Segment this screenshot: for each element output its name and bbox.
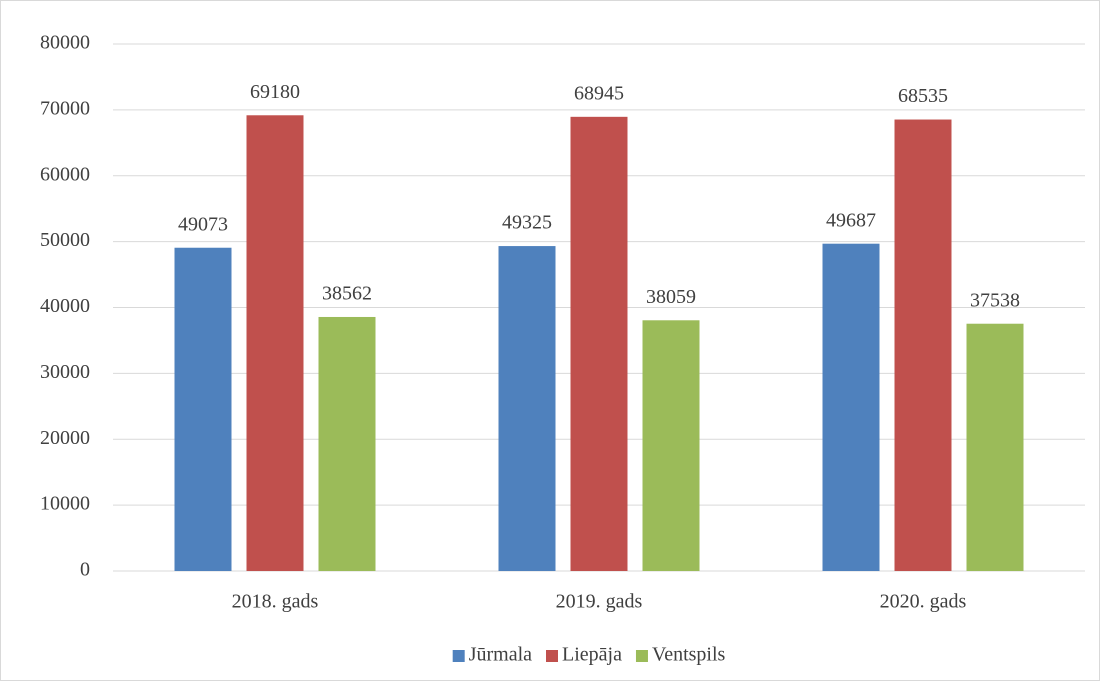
y-tick-label: 50000 xyxy=(40,229,90,251)
data-label: 49687 xyxy=(826,209,876,231)
data-label: 68945 xyxy=(574,82,624,104)
data-label: 69180 xyxy=(250,81,300,103)
bar xyxy=(174,247,232,571)
y-tick-label: 20000 xyxy=(40,427,90,449)
y-tick-label: 60000 xyxy=(40,163,90,185)
legend-label: Liepāja xyxy=(562,644,622,666)
y-tick-label: 80000 xyxy=(40,32,90,54)
bar xyxy=(966,323,1024,571)
legend-label: Ventspils xyxy=(652,644,726,666)
legend-label: Jūrmala xyxy=(469,644,532,666)
y-tick-label: 10000 xyxy=(40,493,90,515)
bar xyxy=(894,119,952,571)
x-tick-label: 2018. gads xyxy=(232,591,319,613)
legend-swatch xyxy=(635,650,648,662)
bar xyxy=(570,116,628,571)
data-label: 38059 xyxy=(646,286,696,308)
data-label: 68535 xyxy=(898,85,948,107)
data-label: 49325 xyxy=(502,212,552,234)
data-label: 37538 xyxy=(970,289,1020,311)
x-tick-label: 2019. gads xyxy=(556,591,643,613)
y-tick-label: 30000 xyxy=(40,361,90,383)
bar xyxy=(642,320,700,571)
bar xyxy=(498,246,556,571)
legend-swatch xyxy=(452,650,465,662)
bar xyxy=(246,115,304,572)
bar xyxy=(318,316,376,571)
legend-swatch xyxy=(546,650,558,662)
y-tick-label: 40000 xyxy=(40,295,90,317)
data-label: 38562 xyxy=(322,283,372,305)
y-tick-label: 0 xyxy=(80,559,90,581)
y-tick-label: 70000 xyxy=(40,97,90,119)
bar xyxy=(822,243,880,571)
data-label: 49073 xyxy=(178,213,228,235)
x-tick-label: 2020. gads xyxy=(880,591,967,613)
